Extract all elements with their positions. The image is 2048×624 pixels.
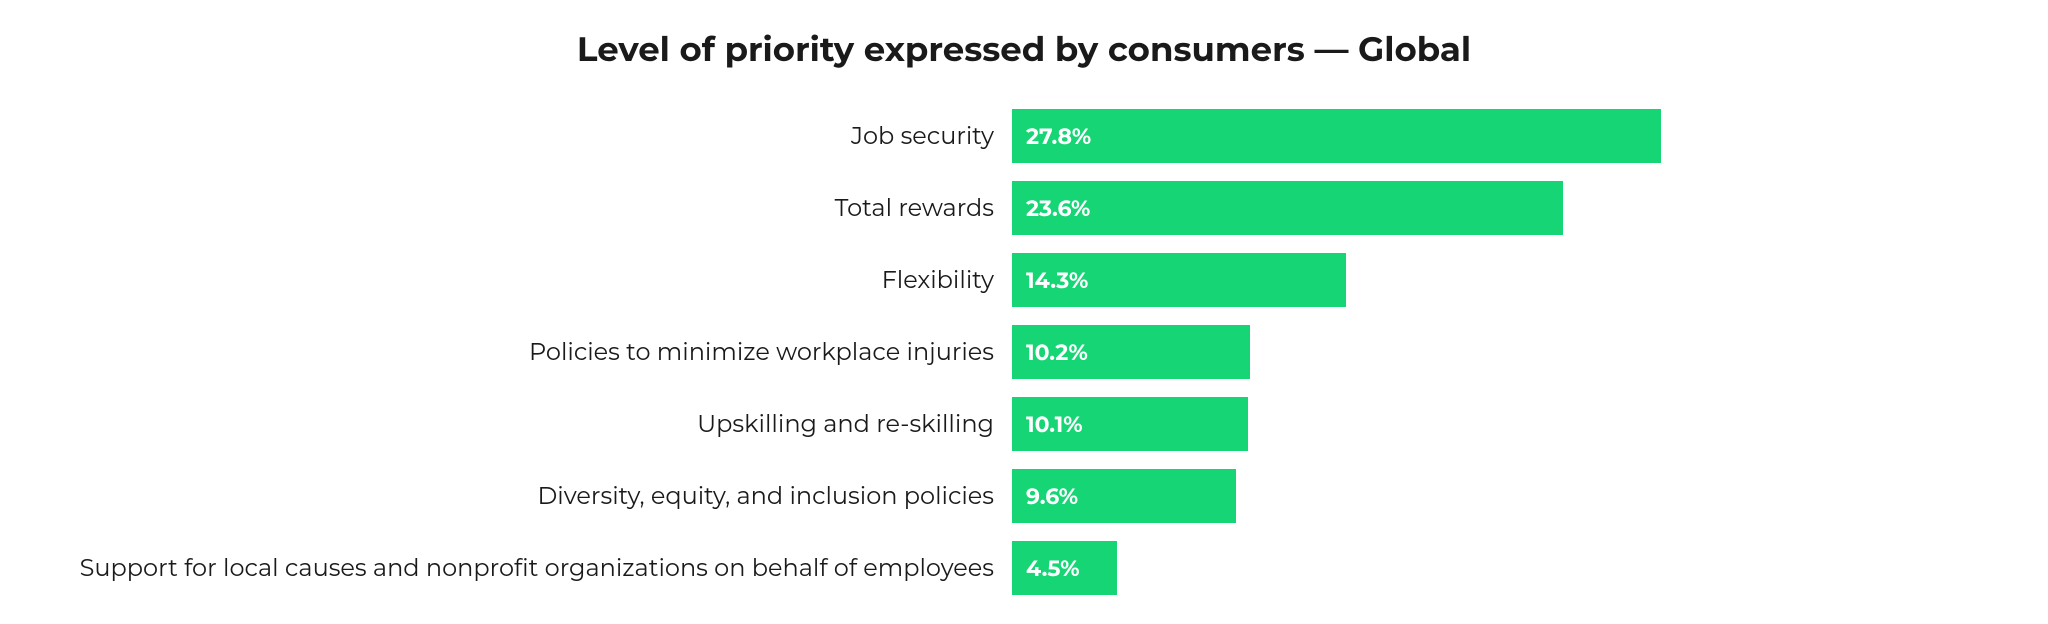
category-label: Policies to minimize workplace injuries — [0, 338, 1012, 367]
bar: 23.6% — [1012, 181, 1563, 235]
category-label: Support for local causes and nonprofit o… — [0, 554, 1012, 583]
bar-value-label: 10.1% — [1026, 411, 1083, 438]
bar-area: 10.2% — [1012, 325, 2048, 379]
category-label: Job security — [0, 122, 1012, 151]
chart-row: Flexibility 14.3% — [0, 244, 2048, 316]
bar: 10.1% — [1012, 397, 1248, 451]
chart-title: Level of priority expressed by consumers… — [577, 28, 1471, 70]
chart-row: Upskilling and re-skilling 10.1% — [0, 388, 2048, 460]
bar-area: 4.5% — [1012, 541, 2048, 595]
bar: 4.5% — [1012, 541, 1117, 595]
bar: 10.2% — [1012, 325, 1250, 379]
bar-value-label: 4.5% — [1026, 555, 1080, 582]
bar-value-label: 9.6% — [1026, 483, 1078, 510]
category-label: Diversity, equity, and inclusion policie… — [0, 482, 1012, 511]
chart-row: Job security 27.8% — [0, 100, 2048, 172]
chart-row: Support for local causes and nonprofit o… — [0, 532, 2048, 604]
bar-area: 27.8% — [1012, 109, 2048, 163]
bar-area: 23.6% — [1012, 181, 2048, 235]
bar: 27.8% — [1012, 109, 1661, 163]
category-label: Total rewards — [0, 194, 1012, 223]
chart-row: Policies to minimize workplace injuries 1… — [0, 316, 2048, 388]
bar-value-label: 23.6% — [1026, 195, 1090, 222]
bar-value-label: 10.2% — [1026, 339, 1088, 366]
bar-chart: Job security 27.8% Total rewards 23.6% Flexi… — [0, 100, 2048, 604]
bar-area: 10.1% — [1012, 397, 2048, 451]
bar-value-label: 14.3% — [1026, 267, 1088, 294]
bar: 9.6% — [1012, 469, 1236, 523]
chart-row: Diversity, equity, and inclusion policie… — [0, 460, 2048, 532]
category-label: Flexibility — [0, 266, 1012, 295]
bar-area: 9.6% — [1012, 469, 2048, 523]
chart-row: Total rewards 23.6% — [0, 172, 2048, 244]
bar-value-label: 27.8% — [1026, 123, 1091, 150]
category-label: Upskilling and re-skilling — [0, 410, 1012, 439]
bar: 14.3% — [1012, 253, 1346, 307]
bar-area: 14.3% — [1012, 253, 2048, 307]
